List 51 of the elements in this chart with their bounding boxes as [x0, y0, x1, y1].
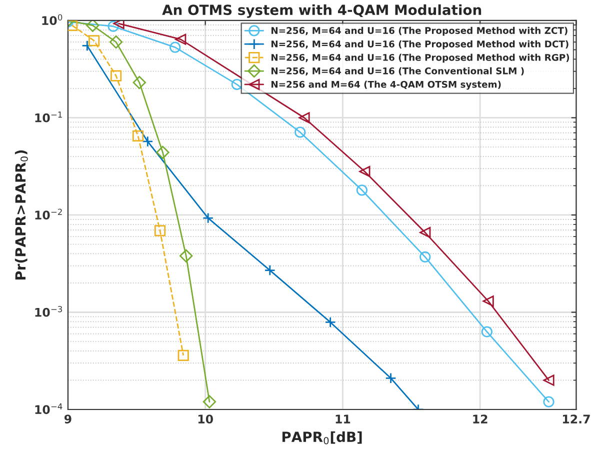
point	[481, 326, 492, 338]
chart-title: An OTMS system with 4-QAM Modulation	[162, 4, 482, 18]
y-axis-title: Pr(PAPR>PAPR$_{0}$)	[14, 150, 28, 280]
point	[142, 136, 154, 148]
point	[385, 372, 396, 384]
point	[359, 166, 370, 178]
point	[132, 130, 144, 142]
point	[420, 226, 431, 238]
legend-label: N=256, M=64 and U=16 (The Proposed Method with ZCT)	[272, 26, 568, 36]
point	[108, 20, 119, 32]
x-tick-label: 12.7	[562, 414, 590, 424]
point	[294, 126, 306, 138]
y-tick-label: 10$^{−2}$	[35, 208, 62, 220]
legend-label: N=256, M=64 and U=16 (The Proposed Method with DCT)	[272, 40, 568, 50]
point	[86, 20, 100, 32]
point	[298, 112, 310, 124]
point	[202, 395, 216, 408]
point	[356, 184, 368, 196]
point	[264, 264, 276, 276]
x-axis-title: PAPR$_{0}$[dB]	[282, 431, 362, 444]
point	[175, 34, 186, 45]
point	[132, 76, 146, 90]
point	[68, 20, 78, 31]
point	[180, 249, 193, 262]
point	[324, 316, 336, 328]
point	[482, 296, 494, 307]
y-tick-label: 10$^{0}$	[42, 14, 62, 26]
x-tick-label: 11	[336, 414, 350, 424]
legend-label: N=256, M=64 and U=16 (The Proposed Method with RGP)	[272, 54, 570, 63]
point	[109, 35, 123, 49]
point	[543, 396, 554, 408]
y-tick-label: 10$^{−1}$	[35, 112, 62, 122]
point	[231, 78, 242, 90]
point	[156, 146, 170, 159]
legend-label: N=256, M=64 and U=16 (The Conventional SLM )	[272, 67, 524, 76]
y-tick-label: 10$^{−3}$	[35, 306, 62, 317]
point	[110, 70, 122, 82]
point	[170, 42, 181, 53]
point	[88, 35, 100, 46]
x-tick-label: 9	[64, 414, 72, 424]
legend-label: N=256 and M=64 (The 4-QAM OTSM system)	[272, 80, 501, 90]
x-tick-label: 10	[198, 414, 213, 424]
point	[202, 212, 214, 224]
point	[420, 251, 431, 263]
point	[178, 350, 189, 361]
point	[543, 374, 554, 386]
point	[113, 20, 124, 30]
y-tick-label: 10$^{−4}$	[35, 403, 62, 414]
point	[154, 225, 166, 236]
x-tick-label: 12	[473, 414, 488, 424]
point	[82, 40, 93, 52]
